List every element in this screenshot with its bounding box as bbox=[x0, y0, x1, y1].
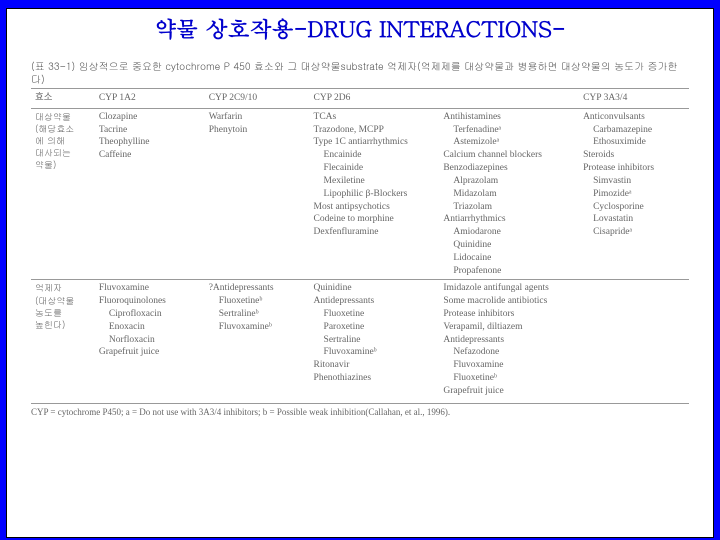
col-header: CYP 3A3/4 bbox=[579, 89, 689, 109]
row-label: 억제자 (대상약물 농도를 높힌다) bbox=[31, 280, 95, 400]
cell: TCAsTrazodone, MCPPType 1C antiarrhythmi… bbox=[310, 108, 440, 280]
table-header-row: 효소 CYP 1A2 CYP 2C9/10 CYP 2D6 CYP 3A3/4 bbox=[31, 89, 689, 109]
col-header: 효소 bbox=[31, 89, 95, 109]
row-label: 대상약물 (해당효소 에 의해 대사되는 약물) bbox=[31, 108, 95, 280]
slide-title: 약물 상호작용-DRUG INTERACTIONS- bbox=[6, 8, 714, 50]
footnote: CYP = cytochrome P450; a = Do not use wi… bbox=[31, 403, 689, 417]
col-header: CYP 1A2 bbox=[95, 89, 205, 109]
table-caption: (표 33-1) 임상적으로 중요한 cytochrome P 450 효소와 … bbox=[31, 60, 689, 86]
content-area: (표 33-1) 임상적으로 중요한 cytochrome P 450 효소와 … bbox=[6, 50, 714, 538]
cell: WarfarinPhenytoin bbox=[205, 108, 310, 280]
cell: Imidazole antifungal agentsSome macrolid… bbox=[439, 280, 689, 400]
substrate-row: 대상약물 (해당효소 에 의해 대사되는 약물) ClozapineTacrin… bbox=[31, 108, 689, 280]
col-header: CYP 2D6 bbox=[310, 89, 440, 109]
inhibitor-row: 억제자 (대상약물 농도를 높힌다) FluvoxamineFluoroquin… bbox=[31, 280, 689, 400]
cell: ClozapineTacrineTheophyllineCaffeine bbox=[95, 108, 205, 280]
col-header bbox=[439, 89, 579, 109]
cell: AntihistaminesTerfenadineᵃAstemizoleᵃCal… bbox=[439, 108, 579, 280]
cell: FluvoxamineFluoroquinolonesCiprofloxacin… bbox=[95, 280, 205, 400]
slide: 약물 상호작용-DRUG INTERACTIONS- (표 33-1) 임상적으… bbox=[0, 0, 720, 540]
cell: QuinidineAntidepressantsFluoxetineParoxe… bbox=[310, 280, 440, 400]
cell: AnticonvulsantsCarbamazepineEthosuximide… bbox=[579, 108, 689, 280]
cyp-table: 효소 CYP 1A2 CYP 2C9/10 CYP 2D6 CYP 3A3/4 … bbox=[31, 88, 689, 400]
col-header: CYP 2C9/10 bbox=[205, 89, 310, 109]
cell: ?AntidepressantsFluoxetineᵇSertralineᵇFl… bbox=[205, 280, 310, 400]
